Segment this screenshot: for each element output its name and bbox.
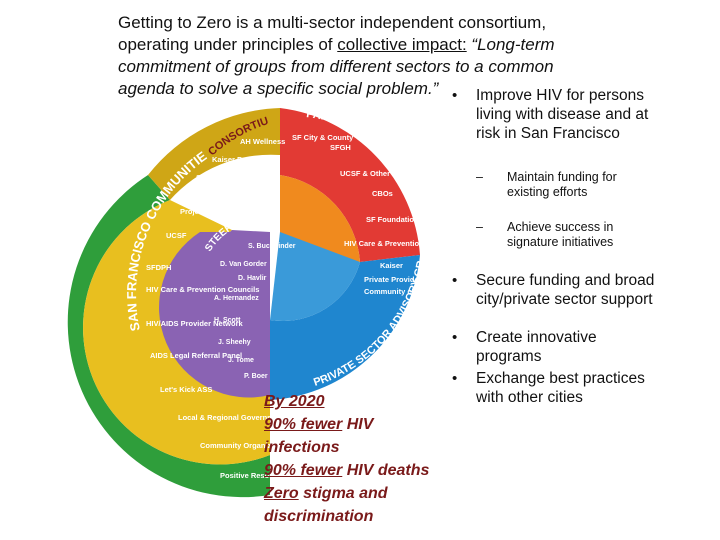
partner-item: SFGH: [330, 143, 351, 152]
partner-item: HIV Care & Prevention Planning Councils: [344, 239, 491, 248]
consortium-ring-label: CONSORTIUM: [0, 0, 270, 158]
advisory-inner-segment: [270, 232, 360, 322]
community-item: HIV Care & Prevention Councils: [146, 285, 259, 294]
bullet-3: Create innovative programs: [476, 329, 597, 365]
steering-name: P. Boer: [244, 373, 268, 380]
intro-line-2-text: operating under principles of: [118, 35, 338, 54]
steering-name: H. Scott: [214, 317, 241, 324]
goals-line-5: Zero stigma and: [264, 482, 484, 505]
partners-segment: [280, 108, 420, 262]
partner-items: SF City & County SFGH UCSF & Other Unive…: [292, 133, 491, 296]
community-item: SFDPH: [146, 263, 171, 272]
goal-hiv: HIV: [342, 416, 374, 433]
goals-block: By 2020 90% fewer HIV infections 90% few…: [264, 390, 484, 528]
community-item: Local & Regional Government: [178, 413, 286, 422]
steering-name: J. Sheehy: [218, 339, 251, 346]
steering-names: S. Buchbinder D. Havlir H. Scott A. Hern…: [214, 243, 296, 380]
intro-line-1: Getting to Zero is a multi-sector indepe…: [118, 13, 547, 32]
intro-line-2: operating under principles of collective…: [118, 34, 648, 56]
community-items: SFDPH HIV Care & Prevention Councils HIV…: [146, 263, 311, 480]
steering-name: J. Tome: [228, 357, 254, 364]
partner-item: UCSF & Other Universities: [340, 169, 435, 178]
goal-zero: Zero: [264, 485, 299, 502]
goals-line-4: 90% fewer HIV deaths: [264, 459, 484, 482]
intro-line-4: agenda to solve a specific social proble…: [118, 79, 439, 98]
goals-line-2: 90% fewer HIV: [264, 413, 484, 436]
bullet-dot: •: [452, 272, 458, 289]
consortium-item: AH Wellness: [240, 137, 285, 146]
intro-line-3: commitment of groups from different sect…: [118, 57, 554, 76]
partner-item: CBOs: [372, 189, 393, 198]
community-item: AIDS Legal Referral Panel: [150, 351, 242, 360]
consortium-item: Project Inform: [180, 207, 231, 216]
steering-name: D. Havlir: [238, 275, 267, 282]
steering-name: D. Van Gorder: [220, 261, 267, 268]
steering-name: S. Buchbinder: [248, 243, 296, 250]
bullet-dot: •: [452, 370, 458, 387]
steering-committee-body: [159, 232, 270, 398]
intro-paragraph: Getting to Zero is a multi-sector indepe…: [118, 12, 648, 100]
community-item: Positive Resource Center: [220, 471, 311, 480]
steering-name: A. Hernandez: [214, 295, 259, 302]
goal-stigma: stigma and: [298, 485, 388, 502]
consortium-item: SF AIDS Foundation: [196, 173, 269, 182]
bullet-2: Secure funding and broad city/private se…: [476, 272, 655, 308]
dash-2: –: [476, 220, 483, 234]
bullet-4: Exchange best practices with other citie…: [476, 370, 645, 406]
goals-by-2020: By 2020: [264, 393, 325, 410]
partner-item: Kaiser: [380, 261, 403, 270]
community-item: HIV/AIDS Provider Network: [146, 319, 244, 328]
goal-90-fewer: 90% fewer: [264, 416, 343, 433]
sub-bullet-1: Maintain funding for existing efforts: [507, 170, 617, 199]
private-sector-advisory-segment: [270, 255, 420, 400]
bullet-1: Improve HIV for persons living with dise…: [476, 87, 649, 142]
collective-impact-link[interactable]: collective impact:: [337, 35, 467, 54]
bullet-dot: •: [452, 329, 458, 346]
consortium-item: Kaiser Permanente: [212, 155, 280, 164]
community-segment: [67, 175, 271, 498]
bullet-dot: •: [452, 87, 458, 104]
partner-item: SF Foundation: [366, 215, 419, 224]
intro-quote-start: “Long-term: [466, 35, 555, 54]
partner-item: Private Providers: [364, 275, 426, 284]
community-item: Community Organizers: [200, 441, 283, 450]
sub-bullet-2: Achieve success in signature initiatives: [507, 220, 614, 249]
partner-item: Community clinics: [364, 287, 431, 296]
goal-hiv-deaths: HIV deaths: [342, 462, 430, 479]
goal-90-fewer-deaths: 90% fewer: [264, 462, 343, 479]
dash-1: –: [476, 170, 483, 184]
community-item: Let's Kick ASS: [160, 385, 212, 394]
goals-line-3: infections: [264, 439, 340, 456]
consortium-items: Project Inform SF AIDS Foundation Kaiser…: [166, 137, 285, 240]
partner-item: SF City & County: [292, 133, 354, 142]
consortium-top-arc: [148, 108, 280, 200]
goals-line-6: discrimination: [264, 508, 374, 525]
consortium-item: UCSF: [166, 231, 187, 240]
